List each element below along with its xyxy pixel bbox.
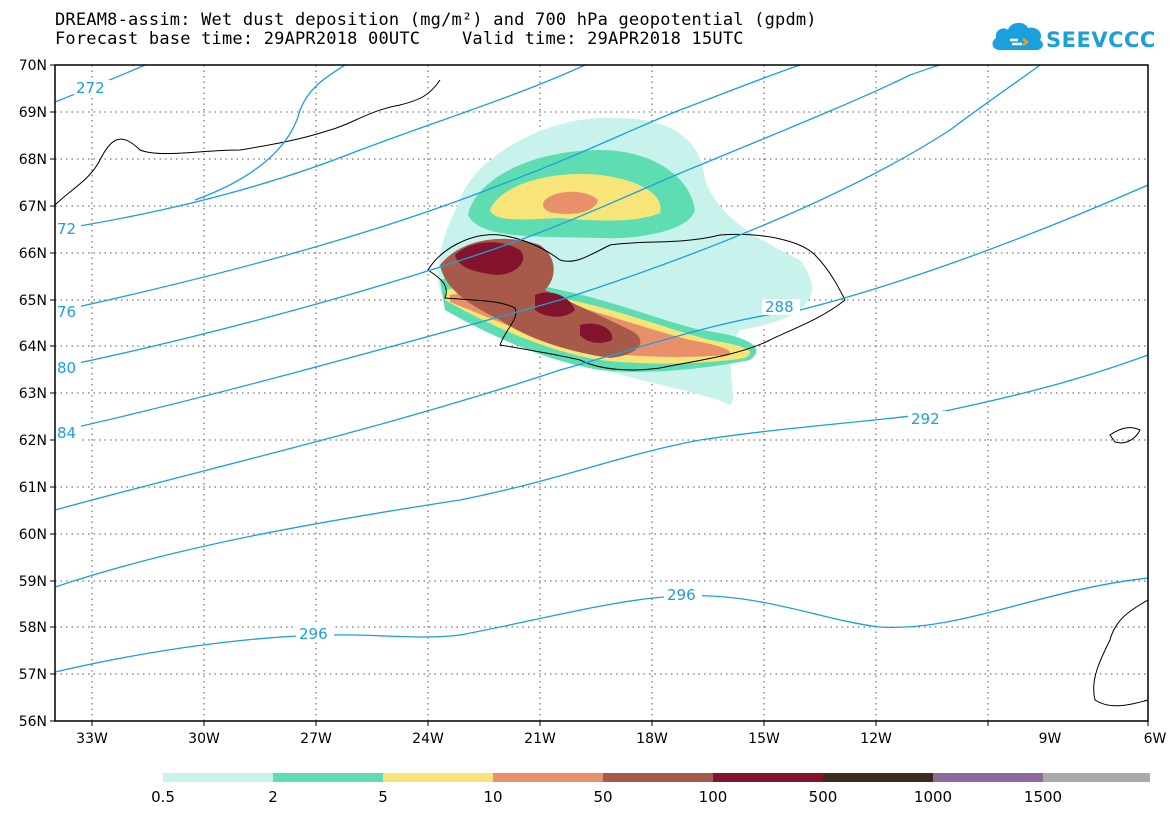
longitude-labels: 33W 30W 27W 24W 21W 18W 15W 12W 9W 6W xyxy=(76,731,1166,747)
lon-label: 27W xyxy=(300,731,332,747)
cloud-icon xyxy=(992,22,1043,50)
lat-label: 62N xyxy=(19,433,47,449)
lon-label: 6W xyxy=(1144,731,1167,747)
legend-swatch xyxy=(603,773,713,782)
contour-label: 292 xyxy=(911,410,940,428)
contour-label: 272 xyxy=(76,79,105,97)
legend-swatch xyxy=(493,773,603,782)
contour-label-patches xyxy=(55,80,946,642)
legend-swatch xyxy=(273,773,383,782)
contour-84 xyxy=(55,65,1041,433)
legend-label: 100 xyxy=(699,788,728,806)
map-title: DREAM8-assim: Wet dust deposition (mg/m²… xyxy=(55,10,817,30)
lon-label: 9W xyxy=(1039,731,1062,747)
legend-label: 10 xyxy=(483,788,502,806)
contour-label: 76 xyxy=(57,303,76,321)
lat-label: 69N xyxy=(19,105,47,121)
legend-swatch xyxy=(163,773,273,782)
map-subtitle: Forecast base time: 29APR2018 00UTC Vali… xyxy=(55,29,744,49)
dust-level-10-north xyxy=(543,191,598,214)
lon-label: 21W xyxy=(524,731,556,747)
contour-label: 296 xyxy=(299,625,328,643)
legend-label: 1000 xyxy=(914,788,952,806)
contour-label: 72 xyxy=(57,220,76,238)
seevccc-logo: SEEVCCC xyxy=(990,18,1155,58)
coastlines xyxy=(55,79,1148,707)
geopotential-contours xyxy=(55,65,1148,673)
contour-labels: 272 72 76 80 84 288 292 296 296 xyxy=(57,79,940,643)
latitude-labels: 70N 69N 68N 67N 66N 65N 64N 63N 62N 61N … xyxy=(19,58,47,730)
contour-292 xyxy=(55,354,1148,588)
greenland-coastline xyxy=(55,79,441,206)
lon-label: 15W xyxy=(748,731,780,747)
lat-label: 57N xyxy=(19,667,47,683)
lat-label: 56N xyxy=(19,714,47,730)
legend-labels: 0.5 2 5 10 50 100 500 1000 1500 xyxy=(151,788,1062,806)
axis-ticks xyxy=(50,64,1149,726)
lat-label: 67N xyxy=(19,199,47,215)
legend-label: 5 xyxy=(378,788,388,806)
contour-288 xyxy=(55,184,1148,511)
contour-272b xyxy=(194,65,346,201)
faroe-coastline xyxy=(1109,427,1141,444)
contour-label: 288 xyxy=(765,298,794,316)
legend-swatch xyxy=(933,773,1043,782)
lat-label: 66N xyxy=(19,246,47,262)
contour-72 xyxy=(55,65,586,231)
dust-deposition-field xyxy=(437,117,812,406)
lat-label: 64N xyxy=(19,339,47,355)
lat-label: 58N xyxy=(19,620,47,636)
lat-label: 60N xyxy=(19,527,47,543)
contour-296 xyxy=(55,577,1148,673)
contour-76 xyxy=(55,65,801,313)
lat-label: 63N xyxy=(19,386,47,402)
contour-label: 296 xyxy=(667,586,696,604)
lon-label: 18W xyxy=(636,731,668,747)
legend-label: 500 xyxy=(809,788,838,806)
lat-label: 70N xyxy=(19,58,47,74)
dust-level-100 xyxy=(455,242,613,343)
lat-label: 68N xyxy=(19,152,47,168)
lat-label: 65N xyxy=(19,293,47,309)
logo-text: SEEVCCC xyxy=(1046,28,1156,52)
contour-80 xyxy=(55,65,941,369)
lon-label: 24W xyxy=(412,731,444,747)
lon-label: 33W xyxy=(76,731,108,747)
lon-label: 30W xyxy=(188,731,220,747)
legend-swatch xyxy=(1043,773,1150,782)
legend-swatch xyxy=(713,773,823,782)
iceland-coastline xyxy=(427,233,846,371)
graticule xyxy=(55,65,1148,721)
legend-label: 2 xyxy=(268,788,278,806)
scotland-coastline xyxy=(1093,599,1148,707)
legend-colorbar xyxy=(163,773,1150,782)
lon-label: 12W xyxy=(860,731,892,747)
lat-label: 61N xyxy=(19,480,47,496)
legend-label: 0.5 xyxy=(151,788,175,806)
legend-label: 50 xyxy=(593,788,612,806)
legend-swatch xyxy=(383,773,493,782)
legend-label: 1500 xyxy=(1024,788,1062,806)
lat-label: 59N xyxy=(19,574,47,590)
contour-label: 84 xyxy=(57,424,76,442)
contour-label: 80 xyxy=(57,359,76,377)
legend-swatch xyxy=(823,773,933,782)
